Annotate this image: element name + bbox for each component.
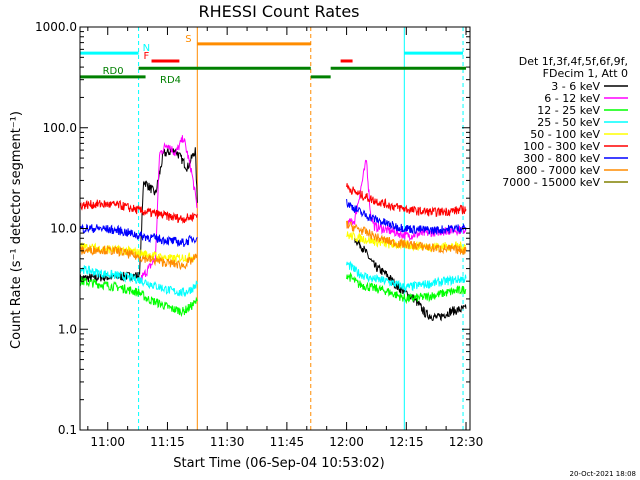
footer-timestamp: 20-Oct-2021 18:08 [570,470,636,478]
series-line [346,183,467,218]
series-line [80,277,198,318]
series-line [139,135,198,283]
series-line [354,238,467,322]
y-tick-label: 100.0 [43,121,77,135]
y-tick-label: 0.1 [58,423,77,437]
legend-entry-label: 300 - 800 keV [523,152,600,165]
series-line [80,223,198,248]
series-line [346,271,467,305]
x-tick-label: 11:00 [90,435,125,449]
series-line [80,245,198,271]
legend-entry-label: 800 - 7000 keV [516,164,600,177]
y-tick-label: 10.0 [50,222,77,236]
x-tick-label: 11:45 [270,435,305,449]
state-bar-label: RD4 [160,75,181,86]
legend-header: FDecim 1, Att 0 [543,67,628,80]
x-tick-label: 11:15 [150,435,185,449]
x-tick-label: 11:30 [210,435,245,449]
legend-entry-label: 100 - 300 keV [523,140,600,153]
series-line [80,265,198,298]
series-line [80,199,198,224]
x-tick-label: 12:30 [449,435,484,449]
series-line [346,260,467,293]
y-tick-label: 1.0 [58,322,77,336]
series-line [346,159,467,242]
x-axis-label: Start Time (06-Sep-04 10:53:02) [173,456,384,471]
y-axis-label: Count Rate (s⁻¹ detector segment⁻¹) [9,111,24,349]
state-bar-label: F [144,51,150,62]
legend-entry-label: 50 - 100 keV [530,128,600,141]
x-tick-label: 12:15 [389,435,424,449]
chart-title: RHESSI Count Rates [199,2,360,21]
state-bar-label: N [143,43,150,54]
legend-entry-label: 12 - 25 keV [537,104,600,117]
x-tick-label: 12:00 [329,435,364,449]
series-line [346,220,467,255]
series-line [346,198,467,235]
legend-entry-label: 25 - 50 keV [537,116,600,129]
state-bar-label: S [185,34,191,45]
legend-header: Det 1f,3f,4f,5f,6f,9f, [519,55,628,68]
series-line [346,230,467,253]
legend-entry-label: 6 - 12 keV [544,92,600,105]
legend-entry-label: 3 - 6 keV [551,80,600,93]
y-tick-label: 1000.0 [35,20,77,34]
state-bar-label: RD0 [103,66,124,77]
legend-entry-label: 7000 - 15000 keV [502,176,600,189]
